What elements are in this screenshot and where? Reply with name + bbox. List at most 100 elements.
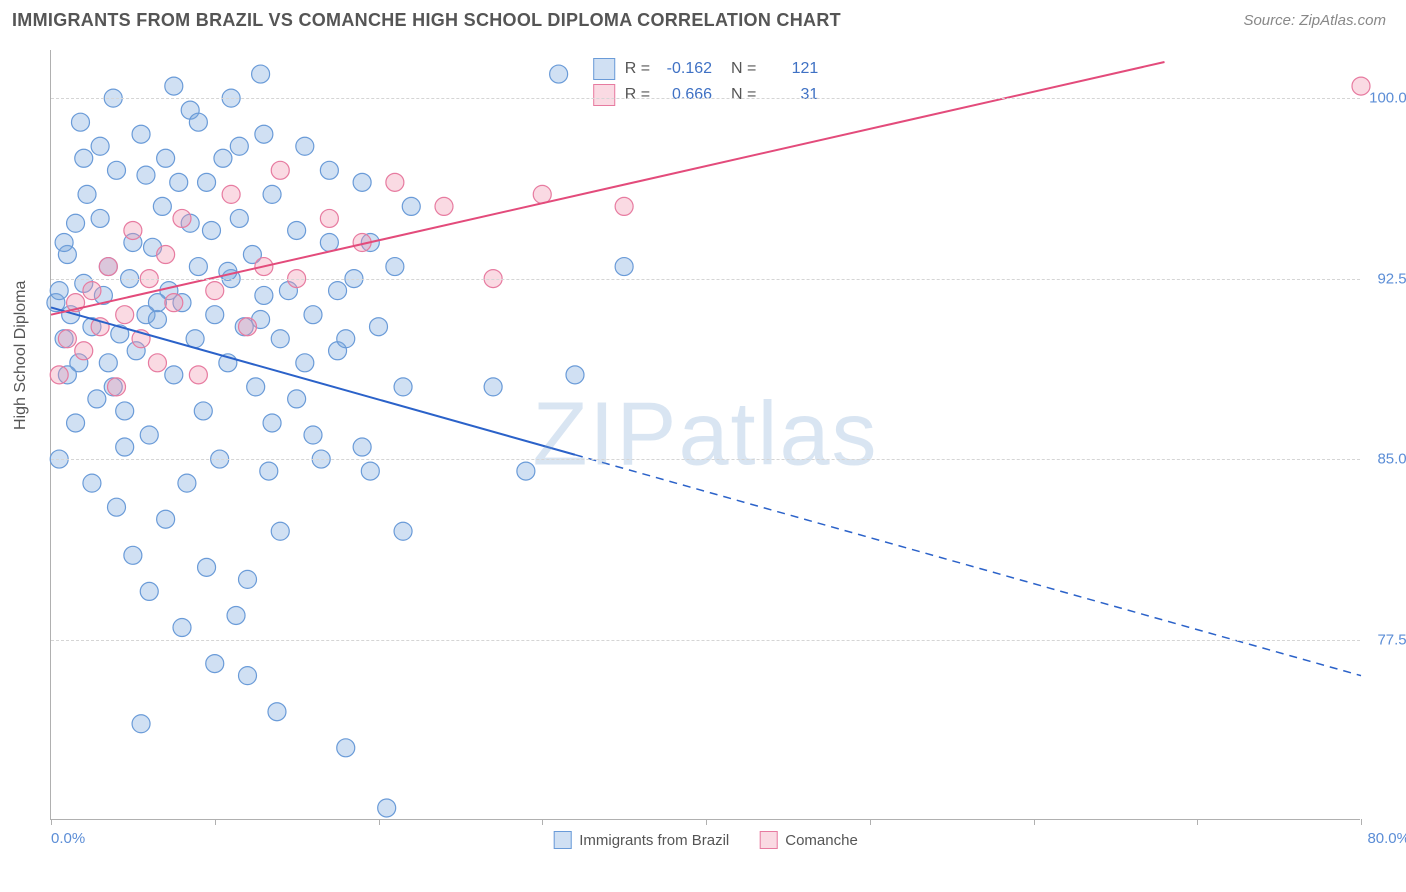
x-tick: [542, 819, 543, 825]
y-tick-label: 85.0%: [1365, 451, 1406, 468]
data-point: [71, 113, 89, 131]
data-point: [83, 282, 101, 300]
bottom-legend-item-1: Comanche: [759, 831, 858, 849]
bottom-legend-item-0: Immigrants from Brazil: [553, 831, 729, 849]
data-point: [206, 282, 224, 300]
data-point: [268, 703, 286, 721]
data-point: [288, 221, 306, 239]
bottom-legend-swatch-0: [553, 831, 571, 849]
data-point: [260, 462, 278, 480]
data-point: [91, 137, 109, 155]
data-point: [239, 570, 257, 588]
data-point: [67, 414, 85, 432]
data-point: [153, 197, 171, 215]
data-point: [435, 197, 453, 215]
y-tick-label: 92.5%: [1365, 270, 1406, 287]
data-point: [50, 282, 68, 300]
data-point: [263, 414, 281, 432]
data-point: [140, 426, 158, 444]
data-point: [550, 65, 568, 83]
data-point: [75, 342, 93, 360]
x-axis-max-label: 80.0%: [1367, 830, 1406, 847]
data-point: [361, 462, 379, 480]
data-point: [189, 113, 207, 131]
data-point: [214, 149, 232, 167]
data-point: [173, 619, 191, 637]
data-point: [140, 582, 158, 600]
data-point: [247, 378, 265, 396]
data-point: [533, 185, 551, 203]
data-point: [337, 330, 355, 348]
data-point: [288, 390, 306, 408]
chart-header: IMMIGRANTS FROM BRAZIL VS COMANCHE HIGH …: [0, 0, 1406, 39]
data-point: [304, 426, 322, 444]
x-tick: [870, 819, 871, 825]
grid-line: [51, 98, 1360, 99]
data-point: [239, 667, 257, 685]
data-point: [329, 282, 347, 300]
data-point: [157, 510, 175, 528]
r-value-0: -0.162: [660, 60, 712, 78]
n-value-0: 121: [766, 60, 818, 78]
data-point: [378, 799, 396, 817]
data-point: [296, 354, 314, 372]
x-tick: [215, 819, 216, 825]
data-point: [124, 546, 142, 564]
data-point: [108, 161, 126, 179]
bottom-legend-swatch-1: [759, 831, 777, 849]
data-point: [99, 354, 117, 372]
data-point: [271, 330, 289, 348]
bottom-legend-label-0: Immigrants from Brazil: [579, 832, 729, 849]
data-point: [394, 522, 412, 540]
data-point: [517, 462, 535, 480]
bottom-legend-label-1: Comanche: [785, 832, 858, 849]
data-point: [99, 258, 117, 276]
y-tick-label: 100.0%: [1365, 90, 1406, 107]
data-point: [165, 294, 183, 312]
r-label-1: R =: [625, 86, 650, 104]
data-point: [116, 306, 134, 324]
data-point: [370, 318, 388, 336]
data-point: [202, 221, 220, 239]
x-tick: [706, 819, 707, 825]
data-point: [353, 173, 371, 191]
data-point: [239, 318, 257, 336]
data-point: [198, 558, 216, 576]
correlation-legend: R = -0.162 N = 121 R = 0.666 N = 31: [583, 52, 829, 112]
data-point: [50, 366, 68, 384]
grid-line: [51, 459, 1360, 460]
data-point: [116, 438, 134, 456]
data-point: [386, 173, 404, 191]
data-point: [91, 209, 109, 227]
chart-title: IMMIGRANTS FROM BRAZIL VS COMANCHE HIGH …: [12, 10, 841, 31]
x-tick: [379, 819, 380, 825]
data-point: [194, 402, 212, 420]
data-point: [78, 185, 96, 203]
y-tick-label: 77.5%: [1365, 631, 1406, 648]
chart-plot-area: ZIPatlas R = -0.162 N = 121 R = 0.666 N …: [50, 50, 1360, 820]
y-axis-label: High School Diploma: [12, 281, 30, 430]
n-value-1: 31: [766, 86, 818, 104]
data-point: [132, 125, 150, 143]
data-point: [255, 125, 273, 143]
data-point: [148, 354, 166, 372]
data-point: [124, 221, 142, 239]
n-label-1: N =: [722, 86, 756, 104]
x-tick: [51, 819, 52, 825]
legend-swatch-0: [593, 58, 615, 80]
data-point: [55, 234, 73, 252]
data-point: [58, 330, 76, 348]
data-point: [108, 378, 126, 396]
legend-row-series-1: R = 0.666 N = 31: [593, 82, 819, 108]
data-point: [320, 234, 338, 252]
data-point: [75, 149, 93, 167]
grid-line: [51, 279, 1360, 280]
data-point: [337, 739, 355, 757]
data-point: [186, 330, 204, 348]
data-point: [320, 209, 338, 227]
data-point: [132, 715, 150, 733]
data-point: [108, 498, 126, 516]
legend-row-series-0: R = -0.162 N = 121: [593, 56, 819, 82]
data-point: [484, 378, 502, 396]
data-point: [189, 258, 207, 276]
